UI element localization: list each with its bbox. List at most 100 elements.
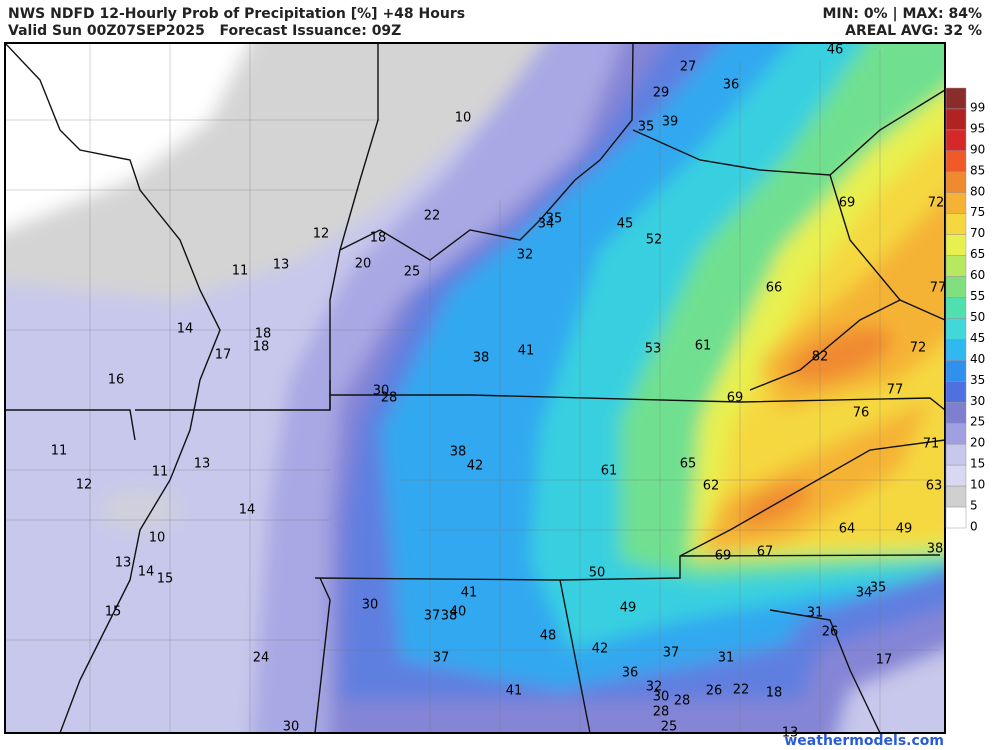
- map-value-label: 46: [827, 43, 844, 58]
- map-value-label: 35: [638, 120, 655, 135]
- map-value-label: 18: [370, 231, 387, 246]
- legend-swatch: [945, 506, 967, 529]
- map-value-label: 14: [177, 322, 194, 337]
- watermark: weathermodels.com: [784, 733, 944, 749]
- map-value-label: 67: [757, 545, 774, 560]
- map-value-label: 28: [674, 694, 691, 709]
- map-value-label: 30: [373, 384, 390, 399]
- map-value-label: 52: [646, 233, 663, 248]
- legend-swatch: [945, 422, 967, 445]
- map-value-label: 65: [680, 457, 697, 472]
- map-value-label: 49: [620, 601, 637, 616]
- map-value-label: 37: [663, 646, 680, 661]
- map-value-label: 63: [926, 479, 943, 494]
- map-value-label: 18: [253, 340, 270, 355]
- legend-label: 45: [970, 331, 985, 345]
- legend-label: 80: [970, 184, 985, 198]
- map-value-label: 64: [839, 522, 856, 537]
- legend-label: 95: [970, 121, 985, 135]
- map-value-label: 69: [727, 391, 744, 406]
- map-value-label: 38: [441, 609, 458, 624]
- map-value-label: 22: [733, 683, 750, 698]
- map-value-label: 26: [706, 684, 723, 699]
- map-value-label: 72: [910, 341, 927, 356]
- legend-swatch: [945, 150, 967, 173]
- map-value-label: 12: [76, 478, 93, 493]
- legend-swatch: [945, 192, 967, 214]
- legend-label: 90: [970, 142, 985, 156]
- map-value-label: 41: [518, 344, 535, 359]
- map-value-label: 42: [592, 642, 609, 657]
- map-value-label: 77: [887, 383, 904, 398]
- legend-label: 35: [970, 373, 985, 387]
- map-value-label: 13: [273, 258, 290, 273]
- map-value-label: 35: [546, 212, 563, 227]
- map-value-label: 71: [923, 437, 940, 452]
- map-value-label: 49: [896, 522, 913, 537]
- map-value-label: 38: [450, 445, 467, 460]
- map-value-label: 37: [424, 609, 441, 624]
- map-value-label: 39: [662, 115, 679, 130]
- map-value-label: 28: [381, 391, 398, 406]
- map-value-label: 40: [450, 605, 467, 620]
- map-value-label: 15: [105, 605, 122, 620]
- map-value-label: 24: [253, 651, 270, 666]
- map-value-label: 25: [404, 265, 421, 280]
- legend-swatch: [945, 381, 967, 403]
- map-value-label: 10: [455, 111, 472, 126]
- map-value-label: 14: [138, 565, 155, 580]
- map-value-label: 17: [215, 348, 232, 363]
- legend-label: 70: [970, 226, 985, 240]
- map-value-label: 26: [822, 625, 839, 640]
- map-value-label: 30: [653, 690, 670, 705]
- legend-label: 99: [970, 100, 985, 114]
- map-value-label: 15: [157, 572, 174, 587]
- legend-label: 55: [970, 289, 985, 303]
- map-value-label: 36: [723, 78, 740, 93]
- map-value-label: 76: [853, 406, 870, 421]
- legend-swatch: [945, 234, 967, 256]
- map-value-label: 69: [839, 196, 856, 211]
- map-value-label: 29: [653, 86, 670, 101]
- map-value-label: 28: [653, 705, 670, 720]
- map-value-label: 22: [424, 209, 441, 224]
- map-value-label: 30: [283, 720, 300, 735]
- legend-swatch: [945, 129, 967, 152]
- map-value-label: 25: [661, 720, 678, 735]
- subtitle: Valid Sun 00Z07SEP2025 Forecast Issuance…: [8, 23, 401, 39]
- legend-label: 25: [970, 415, 985, 429]
- map-value-label: 14: [239, 503, 256, 518]
- title: NWS NDFD 12-Hourly Prob of Precipitation…: [8, 6, 465, 22]
- map-value-label: 77: [930, 281, 947, 296]
- map-value-label: 36: [622, 666, 639, 681]
- areal-avg: AREAL AVG: 32 %: [845, 23, 982, 39]
- state-borders: [5, 43, 945, 733]
- legend-swatch: [945, 360, 967, 382]
- map-value-label: 34: [538, 217, 555, 232]
- legend-swatch: [945, 276, 967, 298]
- map-value-label: 41: [461, 586, 478, 601]
- legend-swatch: [945, 464, 967, 487]
- map-value-label: 62: [703, 479, 720, 494]
- min-max: MIN: 0% | MAX: 84%: [822, 6, 982, 22]
- map-value-label: 32: [646, 680, 663, 695]
- legend-label: 40: [970, 352, 985, 366]
- map-value-label: 82: [812, 350, 829, 365]
- legend-label: 20: [970, 436, 985, 450]
- map-value-label: 35: [870, 581, 887, 596]
- legend-swatch: [945, 255, 967, 277]
- map-value-label: 41: [506, 684, 523, 699]
- map-value-label: 18: [255, 327, 272, 342]
- map-value-label: 69: [715, 549, 732, 564]
- map-value-label: 50: [589, 566, 606, 581]
- legend-label: 50: [970, 310, 985, 324]
- precip-field: [5, 43, 945, 733]
- legend-label: 0: [970, 520, 978, 534]
- legend-label: 65: [970, 247, 985, 261]
- map-value-label: 11: [232, 264, 249, 279]
- map-value-label: 37: [433, 651, 450, 666]
- map-value-label: 72: [928, 196, 945, 211]
